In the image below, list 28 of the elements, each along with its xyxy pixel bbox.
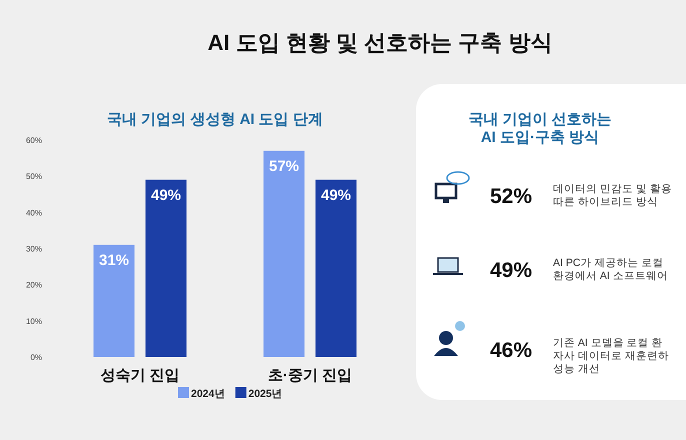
legend-label: 2024년: [191, 388, 226, 400]
y-tick-label: 40%: [26, 208, 42, 218]
x-tick-label: 성숙기 진입: [100, 367, 180, 384]
data-label: 57%: [268, 158, 300, 175]
bar: [146, 180, 186, 357]
y-tick-label: 0%: [30, 353, 42, 362]
y-tick-label: 60%: [26, 136, 42, 145]
bar: [94, 244, 134, 357]
text: 46%: [490, 339, 532, 362]
y-tick-label: 20%: [26, 280, 42, 290]
category-label: AI PC가 제공하는 로컬 환경에서 AI 소프트웨어: [553, 257, 668, 282]
text: 49%: [490, 259, 532, 282]
bar: [264, 150, 304, 357]
bar: [316, 180, 356, 357]
y-tick-label: 10%: [26, 316, 42, 326]
chart-title: AI 도입 현황 및 선호하는 구축 방식: [208, 30, 552, 55]
y-tick-label: 50%: [26, 172, 42, 182]
legend-label: 2025년: [248, 388, 283, 400]
data-label: 49%: [320, 186, 352, 204]
data-label: 49%: [150, 186, 182, 204]
data-label: 31%: [98, 252, 130, 269]
text: 국내 기업이 선호하는 AI 도입·구축 방식: [468, 111, 612, 146]
chart-subtitle: 국내 기업의 생성형 AI 도입 단계: [107, 111, 323, 128]
x-tick-label: 초·중기 진입: [268, 367, 352, 384]
y-tick-label: 30%: [26, 244, 42, 254]
category-label: 기존 AI 모델을 로컬 환 자사 데이터로 재훈련하 성능 개선: [553, 337, 669, 375]
category-label: 데이터의 민감도 및 활용 따른 하이브리드 방식: [553, 183, 672, 208]
text: 52%: [490, 185, 532, 208]
